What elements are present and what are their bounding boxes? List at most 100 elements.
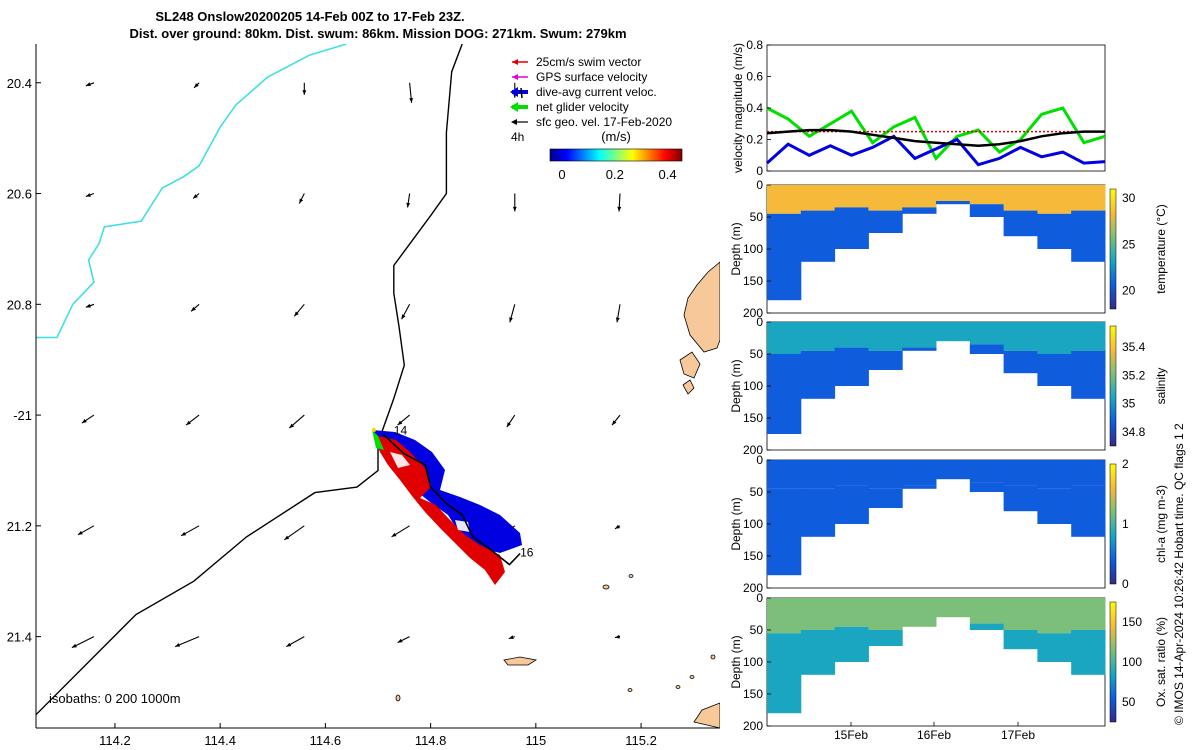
section-temperature-lower-1	[800, 210, 836, 262]
geo-vector-11	[85, 303, 95, 308]
section-salinity-colorbar-tick-2: 35	[1122, 397, 1136, 411]
section-chla-lower-7	[1003, 485, 1038, 512]
section-temperature-lower-3	[868, 210, 903, 233]
geo-vectors	[71, 82, 622, 649]
swath-yellow-dot	[372, 428, 376, 432]
land-islet-3	[503, 656, 538, 666]
land-dot-4	[689, 675, 695, 679]
section-temperature-upper-0	[767, 185, 802, 214]
swath-red	[378, 436, 505, 585]
section-chla-upper-7	[1003, 460, 1038, 486]
section-temperature-ylabel: Depth (m)	[729, 222, 743, 275]
section-oxygen-x-tick-label-0: 15Feb	[834, 728, 868, 742]
section-temperature-upper-7	[1003, 185, 1038, 211]
section-temperature-lower-9	[1071, 210, 1106, 262]
legend-item-dac: dive-avg current veloc.	[510, 85, 657, 99]
geo-vector-21	[506, 414, 516, 428]
section-temperature-upper-5	[936, 185, 971, 201]
swath-green	[372, 430, 384, 450]
section-oxygen-upper-8	[1037, 598, 1072, 634]
geo-vector-7	[298, 193, 305, 204]
colorbar-unit-label: (m/s)	[601, 129, 631, 144]
section-salinity-upper-1	[800, 322, 836, 351]
section-temperature-upper-9	[1071, 185, 1106, 211]
geo-vector-2	[302, 82, 307, 95]
geo-vector-17	[81, 414, 95, 424]
section-salinity-upper-7	[1003, 322, 1038, 351]
section-chla-upper-5	[936, 460, 971, 480]
section-salinity-colorbar-tick-0: 35.4	[1122, 340, 1146, 354]
geo-vector-24	[180, 525, 200, 537]
geo-vector-33	[508, 635, 515, 640]
geo-vector-9	[512, 193, 517, 212]
section-salinity-upper-4	[902, 322, 937, 348]
geo-vector-30	[174, 636, 200, 648]
section-chla-y-tick-label-0: 0	[756, 453, 763, 467]
section-oxygen-lower-9	[1071, 630, 1106, 675]
section-oxygen-colorbar-tick-2: 50	[1122, 695, 1136, 709]
section-salinity-upper-6	[969, 322, 1005, 345]
section-salinity-y-tick-label-1: 50	[750, 347, 764, 361]
section-chla-colorbar-tick-0: 2	[1122, 457, 1129, 471]
section-chla-ylabel: Depth (m)	[729, 497, 743, 550]
section-oxygen-lower-8	[1037, 633, 1072, 662]
geo-vector-28	[614, 524, 621, 530]
section-oxygen-colorbar-tick-1: 100	[1122, 655, 1142, 669]
geo-vector-20	[397, 414, 410, 426]
section-temperature-upper-4	[902, 185, 937, 208]
map-y-tick-label-4: 21.2	[7, 519, 32, 534]
section-salinity-lower-3	[868, 350, 903, 370]
geo-vector-14	[401, 304, 411, 320]
geo-vector-1	[193, 82, 200, 89]
geo-vector-32	[397, 636, 410, 644]
map-x-tick-label-2: 114.6	[310, 733, 342, 748]
section-oxygen-upper-1	[800, 598, 836, 630]
section-oxygen-y-tick-label-2: 100	[743, 655, 763, 669]
map-colorbar-ticks: 0 0.2 0.4	[558, 167, 676, 182]
section-temperature-lower-4	[902, 207, 937, 214]
map-x-ticks: 114.2 114.4 114.6 114.8 115 115.2	[99, 723, 657, 748]
section-temperature-y-tick-label-0: 0	[756, 178, 763, 192]
section-chla-colorbar-tick-1: 1	[1122, 517, 1129, 531]
geo-vector-23	[77, 525, 95, 536]
section-salinity-y-tick-label-4: 200	[743, 443, 763, 457]
geo-vector-22	[611, 414, 621, 426]
section-chla-lower-4	[902, 485, 937, 489]
land-dot-7	[627, 688, 633, 692]
section-salinity-clabel: salinity	[1154, 368, 1168, 405]
legend-label-gps: GPS surface velocity	[536, 70, 647, 84]
legend-label-net: net glider velocity	[536, 100, 629, 114]
section-temperature-upper-2	[834, 185, 869, 208]
section-oxygen-y-tick-label-3: 150	[743, 687, 763, 701]
map-legend: 25cm/s swim vector GPS surface velocity …	[510, 55, 683, 182]
velocity-y-ticks: 0 0.2 0.4 0.6 0.8	[746, 38, 771, 178]
section-salinity-colorbar	[1109, 325, 1117, 447]
section-chla-lower-8	[1037, 488, 1072, 524]
land-dot-3	[710, 654, 716, 660]
glider-track	[382, 433, 521, 566]
section-chla-y-tick-label-3: 150	[743, 549, 763, 563]
section-salinity-upper-9	[1071, 322, 1106, 351]
section-temperature-colorbar	[1109, 188, 1117, 310]
title-line-2: Dist. over ground: 80km. Dist. swum: 86k…	[129, 26, 626, 41]
section-salinity-y-tick-label-3: 150	[743, 411, 763, 425]
geo-vector-3	[409, 82, 413, 103]
section-oxygen-lower-0	[767, 633, 802, 714]
geo-vector-6	[192, 193, 200, 199]
section-temperature-colorbar-tick-0: 30	[1122, 191, 1136, 205]
section-temperature-upper-1	[800, 185, 836, 211]
section-chla-upper-9	[1071, 460, 1106, 486]
credit-line: © IMOS 14-Apr-2024 10:26:42 Hobart time.…	[1172, 423, 1186, 725]
section-salinity-lower-4	[902, 347, 937, 351]
geo-vector-13	[293, 303, 305, 317]
section-salinity-lower-8	[1037, 354, 1072, 386]
legend-item-sfc: sfc geo. vel. 17-Feb-2020	[511, 115, 672, 129]
section-salinity-upper-2	[834, 322, 869, 348]
section-temperature-lower-7	[1003, 210, 1038, 237]
legend-label-swim: 25cm/s swim vector	[536, 55, 641, 69]
geo-vector-25	[283, 525, 305, 541]
velocity-y-tick-label-4: 0.8	[746, 38, 763, 52]
legend-label-sfc: sfc geo. vel. 17-Feb-2020	[536, 115, 672, 129]
geo-vector-29	[71, 636, 95, 649]
section-temperature-colorbar-tick-2: 20	[1122, 284, 1136, 298]
